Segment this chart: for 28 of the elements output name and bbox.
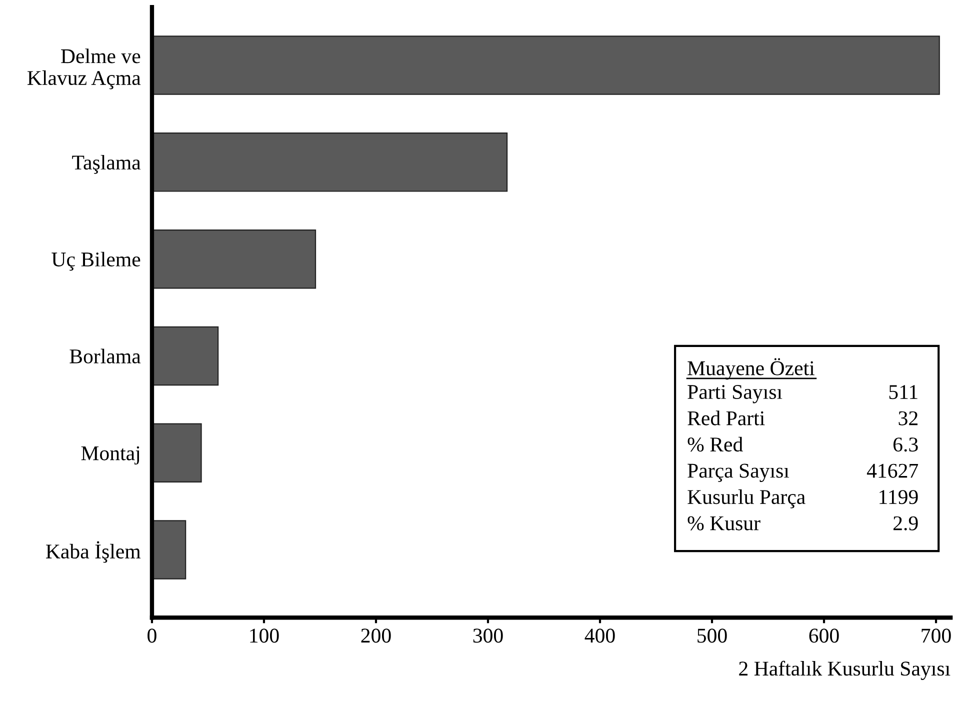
annotation: Kusurlu Parça xyxy=(688,489,806,508)
x-tick-label: 100 xyxy=(250,628,279,643)
y-tick-label: Delme ve Klavuz Açma xyxy=(27,48,141,90)
annotation: Red Parti xyxy=(688,410,765,426)
x-axis-title: 2 Haftalık Kusurlu Sayısı xyxy=(739,660,950,680)
y-tick-label: Taşlama xyxy=(72,154,141,174)
annotation: % Kusur xyxy=(688,516,760,530)
x-tick-label: 600 xyxy=(809,628,839,643)
annotation: 41627 xyxy=(866,464,918,478)
x-tick-label: 300 xyxy=(473,628,503,643)
y-tick-label: Kaba İşlem xyxy=(46,541,141,563)
annotation: 511 xyxy=(889,385,918,400)
annotation: 6.3 xyxy=(893,438,918,452)
annotation: % Red xyxy=(688,436,743,452)
x-tick-label: 500 xyxy=(698,628,727,643)
y-tick-label: Borlama xyxy=(70,348,141,364)
x-tick-label: 400 xyxy=(584,628,615,643)
annotation: 32 xyxy=(898,411,918,426)
annotation: Parça Sayısı xyxy=(688,464,790,482)
annotation: 2.9 xyxy=(894,516,918,530)
x-tick-label: 0 xyxy=(148,628,156,643)
x-tick-label: 200 xyxy=(361,628,391,643)
annotation: Parti Sayısı xyxy=(688,385,782,404)
annotation: Muayene Özeti xyxy=(688,358,814,380)
y-tick-label: Uç Bileme xyxy=(52,252,140,271)
x-tick-label: 700 xyxy=(922,628,951,643)
annotation: 1199 xyxy=(880,490,918,504)
y-tick-label: Montaj xyxy=(81,446,140,465)
